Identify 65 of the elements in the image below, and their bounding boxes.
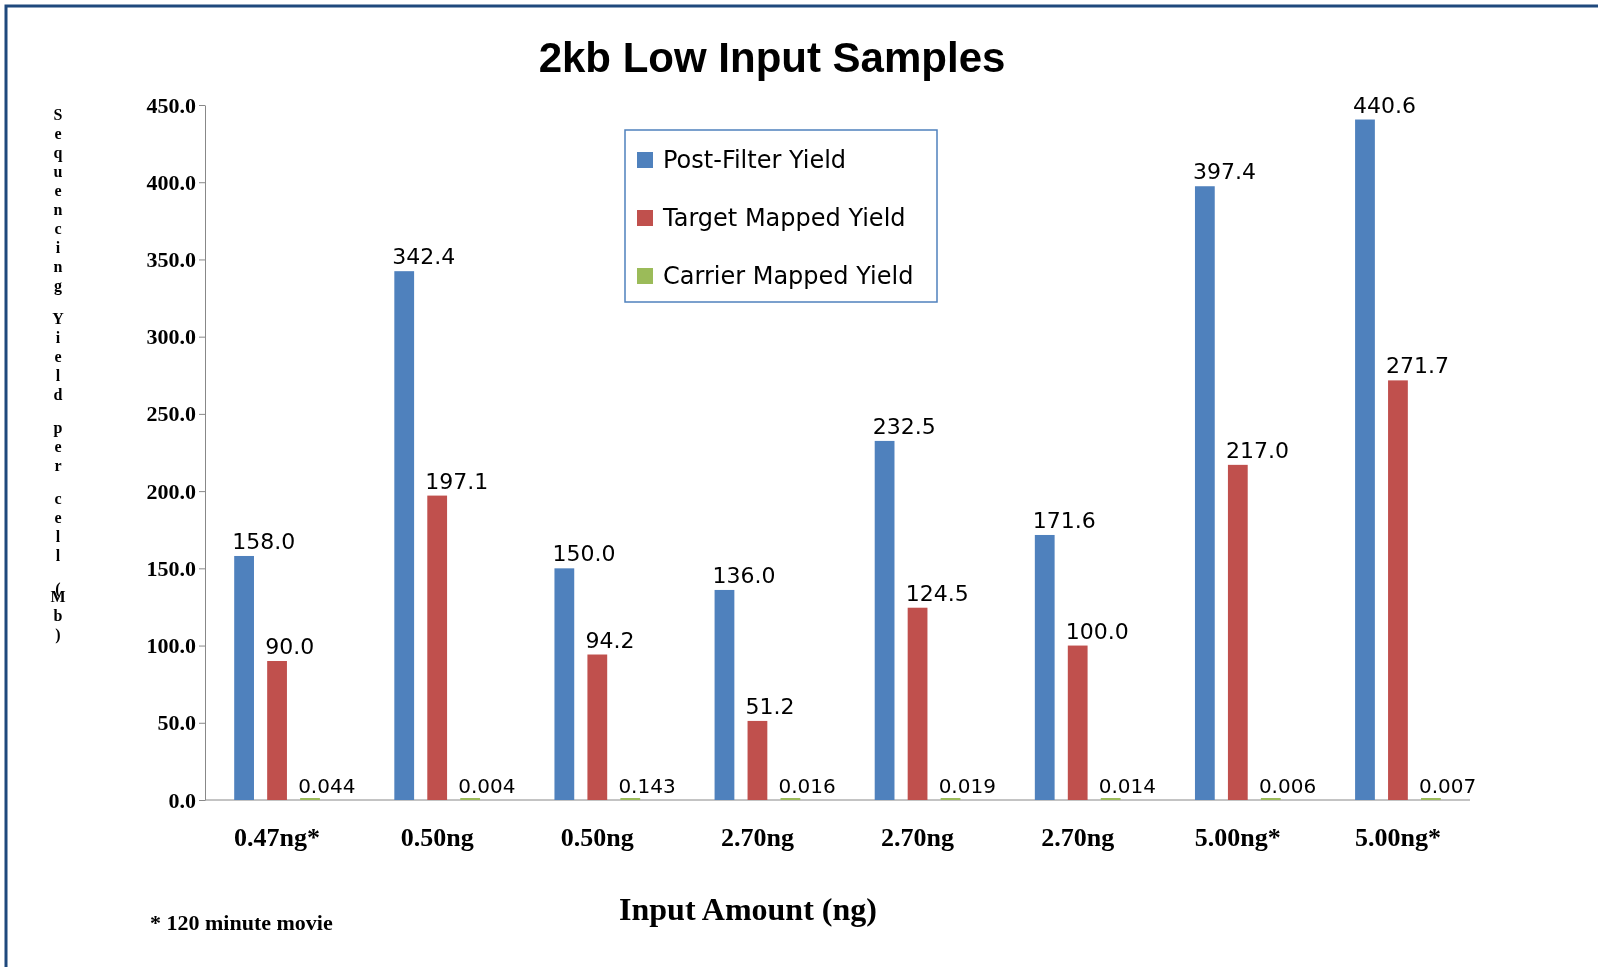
chart-title: 2kb Low Input Samples — [538, 34, 1006, 81]
bar — [267, 661, 287, 800]
data-label: 100.0 — [1065, 618, 1129, 644]
data-label: 0.014 — [1098, 773, 1157, 798]
x-tick-label: 5.00ng* — [1194, 823, 1281, 853]
data-label: 0.016 — [778, 773, 836, 798]
x-tick-label: 0.50ng — [400, 823, 474, 853]
y-tick-label: 450.0 — [146, 92, 196, 118]
x-tick-label: 2.70ng — [881, 823, 955, 853]
bar — [1194, 186, 1215, 800]
bar — [1067, 645, 1088, 800]
data-label: 0.044 — [298, 773, 356, 798]
data-label: 136.0 — [712, 562, 776, 588]
bar — [234, 555, 254, 800]
bar — [394, 271, 415, 800]
y-tick-label: 300.0 — [146, 324, 196, 350]
data-label: 217.0 — [1225, 437, 1289, 463]
y-tick-label: 350.0 — [146, 246, 196, 272]
text: * 120 minute movie — [150, 910, 333, 935]
y-tick-label: 0.0 — [168, 787, 196, 813]
bar — [907, 607, 928, 800]
y-tick-label: 150.0 — [146, 555, 196, 581]
data-label: 0.019 — [938, 773, 996, 798]
data-label: 171.6 — [1032, 507, 1096, 533]
data-label: 158.0 — [232, 528, 296, 554]
data-label: 397.4 — [1192, 159, 1256, 185]
x-tick-label: 0.50ng — [560, 823, 634, 853]
bar — [1034, 534, 1055, 800]
bar — [1227, 464, 1248, 800]
bar — [554, 568, 575, 800]
bar — [747, 720, 768, 800]
data-label: 150.0 — [552, 541, 616, 567]
bar — [427, 495, 448, 800]
data-label: 0.143 — [618, 773, 676, 798]
data-label: 0.004 — [458, 773, 516, 798]
data-label: 124.5 — [905, 580, 969, 606]
data-label: 0.007 — [1419, 773, 1477, 798]
bar — [1388, 380, 1408, 800]
legend-label: Post-Filter Yield — [663, 146, 847, 174]
bar — [714, 589, 735, 800]
bar — [874, 440, 895, 800]
data-label: 342.4 — [392, 244, 456, 270]
y-tick-label: 50.0 — [157, 710, 196, 736]
y-tick-label: 400.0 — [146, 169, 196, 195]
data-label: 0.006 — [1258, 773, 1317, 798]
data-label: 51.2 — [745, 693, 795, 719]
legend-label: Target Mapped Yield — [662, 204, 906, 232]
x-tick-label: 0.47ng* — [234, 823, 321, 853]
data-label: 197.1 — [425, 468, 489, 494]
data-label: 232.5 — [872, 413, 936, 439]
legend-label: Carrier Mapped Yield — [663, 262, 914, 290]
y-tick-label: 250.0 — [146, 401, 196, 427]
y-tick-label: 200.0 — [146, 478, 196, 504]
x-axis-title: Input Amount (ng) — [619, 891, 877, 927]
data-label: 440.6 — [1353, 92, 1417, 118]
data-label: 94.2 — [585, 627, 635, 653]
data-label: 90.0 — [265, 634, 315, 659]
bar — [1355, 119, 1375, 800]
data-label: 271.7 — [1386, 353, 1450, 379]
x-tick-label: 5.00ng* — [1354, 823, 1441, 853]
y-tick-label: 100.0 — [146, 633, 196, 659]
text: Sequencing Yield per cell (Mb) — [50, 106, 66, 643]
x-tick-label: 2.70ng — [720, 823, 794, 853]
bar — [587, 654, 608, 800]
x-tick-label: 2.70ng — [1041, 823, 1115, 853]
